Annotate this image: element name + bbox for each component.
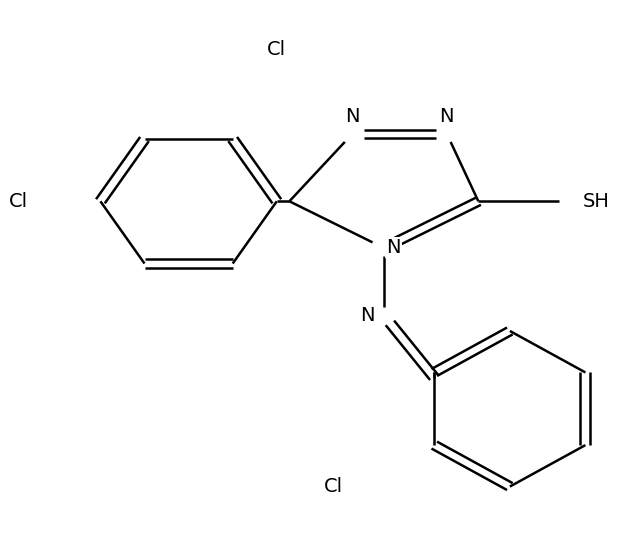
Text: N: N <box>360 306 374 325</box>
Text: SH: SH <box>582 192 609 211</box>
Text: N: N <box>345 107 360 126</box>
Text: Cl: Cl <box>268 40 286 59</box>
Text: N: N <box>386 238 401 258</box>
Text: N: N <box>440 107 454 126</box>
Text: Cl: Cl <box>9 192 28 211</box>
Text: Cl: Cl <box>324 477 343 496</box>
